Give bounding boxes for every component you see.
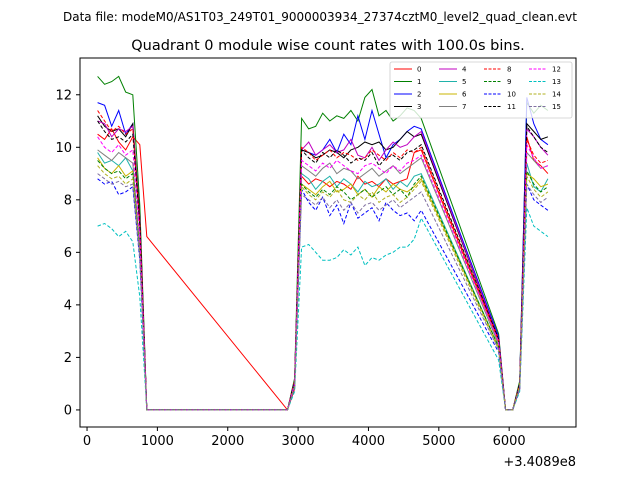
series-lines [97, 75, 549, 411]
y-tick-label: 8 [64, 193, 72, 208]
legend-label-3: 3 [417, 103, 421, 111]
y-tick-label: 10 [55, 141, 72, 156]
y-tick-label: 0 [64, 403, 72, 418]
legend-label-6: 6 [462, 91, 467, 99]
legend-label-2: 2 [417, 91, 421, 99]
x-tick-label: 3000 [282, 434, 315, 449]
legend-label-5: 5 [462, 78, 466, 86]
y-tick-label: 6 [64, 246, 72, 261]
x-axis-offset-label: +3.4089e8 [503, 455, 576, 470]
x-tick-label: 2000 [211, 434, 244, 449]
x-tick-label: 4000 [352, 434, 385, 449]
legend-label-11: 11 [507, 103, 516, 111]
legend-label-7: 7 [462, 103, 466, 111]
series-line-15 [97, 173, 549, 411]
legend-box [389, 61, 573, 119]
legend-label-14: 14 [552, 91, 561, 99]
x-tick-label: 1000 [141, 434, 174, 449]
legend-label-9: 9 [507, 78, 511, 86]
y-tick-label: 2 [64, 351, 72, 366]
y-tick-label: 12 [55, 88, 72, 103]
legend-label-10: 10 [507, 91, 516, 99]
x-tick-label: 6000 [493, 434, 526, 449]
legend-label-1: 1 [417, 78, 421, 86]
x-tick-label: 0 [83, 434, 91, 449]
legend-label-0: 0 [417, 66, 421, 74]
legend-label-12: 12 [552, 66, 561, 74]
axes-frame [79, 57, 577, 428]
chart-suptitle: Data file: modeM0/AS1T03_249T01_90000039… [63, 10, 577, 24]
legend-label-4: 4 [462, 66, 467, 74]
series-line-11 [97, 120, 549, 411]
legend-label-15: 15 [552, 103, 561, 111]
chart-title: Quadrant 0 module wise count rates with … [131, 38, 525, 54]
y-axis-ticks: 0 2 4 6 8 10 12 [55, 88, 80, 418]
y-tick-label: 4 [64, 298, 72, 313]
legend-label-13: 13 [552, 78, 561, 86]
x-tick-label: 5000 [422, 434, 455, 449]
legend-label-8: 8 [507, 66, 511, 74]
x-axis-ticks: 0 1000 2000 3000 4000 5000 6000 [83, 427, 526, 449]
